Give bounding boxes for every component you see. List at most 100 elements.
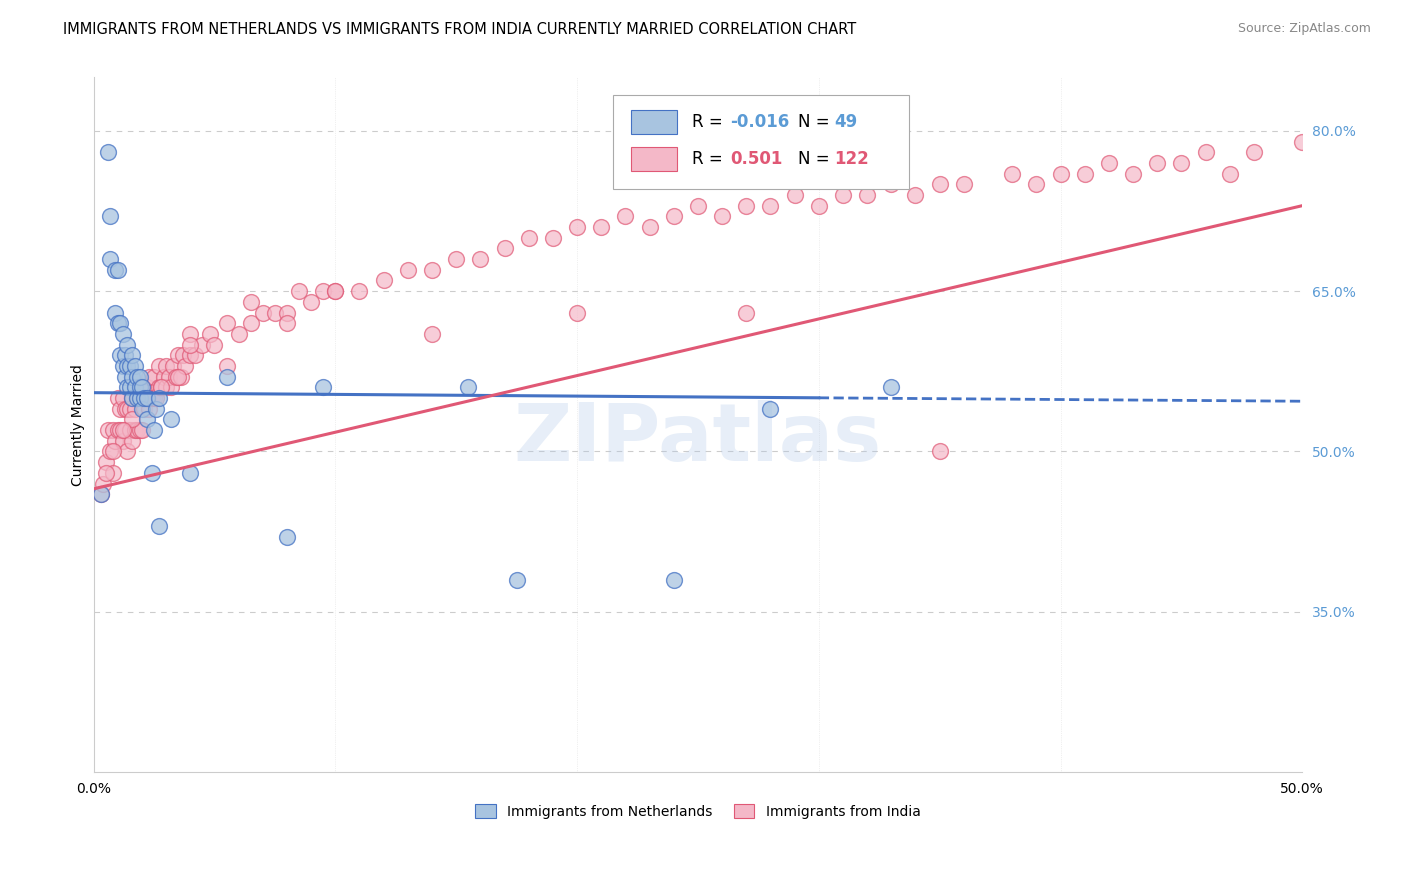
Point — [135, 391, 157, 405]
Point — [143, 423, 166, 437]
Point — [160, 412, 183, 426]
Point — [880, 380, 903, 394]
Point — [191, 337, 214, 351]
Point — [165, 369, 187, 384]
Point — [128, 423, 150, 437]
Point — [117, 444, 139, 458]
Point — [880, 178, 903, 192]
Point — [107, 423, 129, 437]
Point — [111, 359, 134, 373]
Point — [1219, 167, 1241, 181]
Text: -0.016: -0.016 — [731, 113, 790, 131]
Point — [121, 412, 143, 426]
Point — [148, 359, 170, 373]
Point — [91, 476, 114, 491]
Point — [135, 380, 157, 394]
Point — [264, 305, 287, 319]
Point — [783, 188, 806, 202]
Point — [128, 391, 150, 405]
Point — [179, 466, 201, 480]
Point — [121, 369, 143, 384]
Point — [662, 210, 685, 224]
Point — [288, 284, 311, 298]
Point — [1098, 156, 1121, 170]
Point — [565, 305, 588, 319]
Point — [179, 337, 201, 351]
Point — [169, 369, 191, 384]
Point — [1122, 167, 1144, 181]
Point — [239, 294, 262, 309]
Point — [118, 359, 141, 373]
Point — [1170, 156, 1192, 170]
Point — [128, 380, 150, 394]
Point — [444, 252, 467, 266]
Point — [97, 423, 120, 437]
Point — [1243, 145, 1265, 160]
Point — [104, 305, 127, 319]
Point — [323, 284, 346, 298]
Point — [215, 359, 238, 373]
Point — [470, 252, 492, 266]
FancyBboxPatch shape — [631, 147, 678, 171]
Point — [117, 401, 139, 416]
Point — [239, 316, 262, 330]
Point — [121, 434, 143, 448]
Point — [90, 487, 112, 501]
Point — [904, 188, 927, 202]
Point — [1001, 167, 1024, 181]
Point — [1049, 167, 1071, 181]
Point — [1291, 135, 1313, 149]
Point — [135, 391, 157, 405]
Point — [107, 391, 129, 405]
Point — [179, 348, 201, 362]
Point — [145, 401, 167, 416]
Point — [614, 210, 637, 224]
Text: Source: ZipAtlas.com: Source: ZipAtlas.com — [1237, 22, 1371, 36]
Text: 49: 49 — [835, 113, 858, 131]
Point — [349, 284, 371, 298]
Point — [276, 305, 298, 319]
Point — [228, 326, 250, 341]
Point — [134, 391, 156, 405]
Point — [131, 423, 153, 437]
Point — [117, 359, 139, 373]
Point — [1073, 167, 1095, 181]
Text: R =: R = — [692, 113, 723, 131]
Point — [162, 359, 184, 373]
Point — [143, 369, 166, 384]
FancyBboxPatch shape — [613, 95, 910, 188]
Text: ZIPatlas: ZIPatlas — [513, 400, 882, 477]
Point — [155, 359, 177, 373]
Point — [121, 391, 143, 405]
Text: 0.501: 0.501 — [731, 150, 783, 168]
Point — [117, 337, 139, 351]
Point — [759, 401, 782, 416]
Point — [124, 423, 146, 437]
Point — [735, 199, 758, 213]
Point — [312, 284, 335, 298]
Point — [143, 391, 166, 405]
Point — [94, 466, 117, 480]
Point — [118, 423, 141, 437]
Point — [198, 326, 221, 341]
Point — [215, 316, 238, 330]
Point — [396, 262, 419, 277]
Point — [107, 262, 129, 277]
Point — [1025, 178, 1047, 192]
Text: N =: N = — [799, 113, 830, 131]
Point — [124, 380, 146, 394]
Point — [150, 380, 173, 394]
Text: IMMIGRANTS FROM NETHERLANDS VS IMMIGRANTS FROM INDIA CURRENTLY MARRIED CORRELATI: IMMIGRANTS FROM NETHERLANDS VS IMMIGRANT… — [63, 22, 856, 37]
Point — [1194, 145, 1216, 160]
Point — [111, 391, 134, 405]
Point — [155, 380, 177, 394]
Point — [160, 380, 183, 394]
Point — [1146, 156, 1168, 170]
Point — [167, 348, 190, 362]
Point — [420, 326, 443, 341]
Point — [114, 348, 136, 362]
Point — [131, 380, 153, 394]
Point — [184, 348, 207, 362]
Point — [108, 423, 131, 437]
Point — [94, 455, 117, 469]
